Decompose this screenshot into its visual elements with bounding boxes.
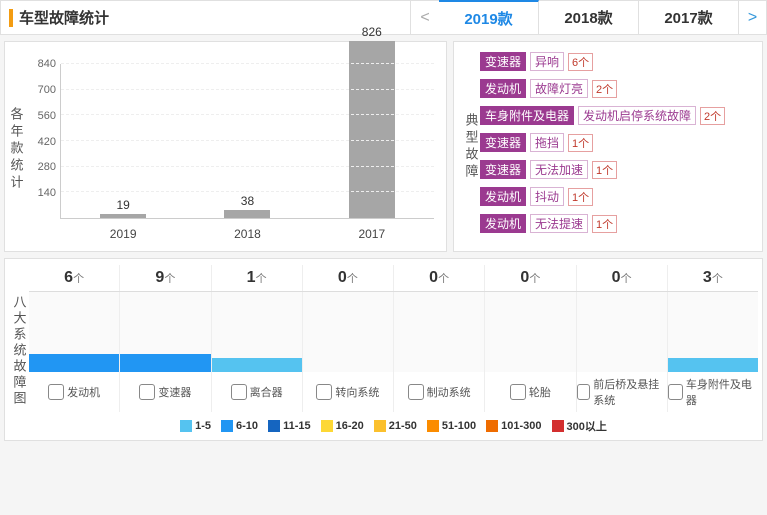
- legend-swatch: [427, 420, 439, 432]
- title-accent: [9, 9, 13, 27]
- system-bar: [303, 292, 394, 372]
- systems-vlabel: 八大系统故障图: [9, 265, 29, 436]
- legend-item: 16-20: [321, 418, 364, 434]
- year-tab[interactable]: 2019款: [439, 0, 539, 35]
- system-bar: [212, 292, 303, 372]
- legend-item: 6-10: [221, 418, 258, 434]
- system-bar: [577, 292, 668, 372]
- system-icon: [231, 384, 247, 400]
- fault-list: 变速器异响6个发动机故障灯亮2个车身附件及电器发动机启停系统故障2个变速器拖挡1…: [480, 52, 754, 241]
- system-label[interactable]: 车身附件及电器: [668, 372, 758, 412]
- system-count: 0个: [303, 265, 394, 291]
- system-bar: [485, 292, 576, 372]
- year-chart-vlabel: 各年款统计: [5, 54, 27, 245]
- systems-main: 6个9个1个0个0个0个0个3个 发动机变速器离合器转向系统制动系统轮胎前后桥及…: [29, 265, 758, 436]
- legend-swatch: [321, 420, 333, 432]
- systems-counts: 6个9个1个0个0个0个0个3个: [29, 265, 758, 292]
- fault-item[interactable]: 车身附件及电器发动机启停系统故障2个: [480, 106, 754, 125]
- system-label[interactable]: 转向系统: [303, 372, 394, 412]
- system-label[interactable]: 轮胎: [485, 372, 576, 412]
- system-label[interactable]: 前后桥及悬挂系统: [577, 372, 668, 412]
- systems-panel: 八大系统故障图 6个9个1个0个0个0个0个3个 发动机变速器离合器转向系统制动…: [4, 258, 763, 441]
- fault-item[interactable]: 发动机故障灯亮2个: [480, 79, 754, 98]
- system-count: 0个: [394, 265, 485, 291]
- year-next-button[interactable]: >: [739, 0, 767, 35]
- system-count: 0个: [577, 265, 668, 291]
- legend-swatch: [268, 420, 280, 432]
- system-label[interactable]: 离合器: [212, 372, 303, 412]
- legend-item: 51-100: [427, 418, 476, 434]
- system-bar: [394, 292, 485, 372]
- system-icon: [668, 384, 683, 400]
- legend-item: 300以上: [552, 418, 607, 434]
- year-tab[interactable]: 2018款: [539, 0, 639, 35]
- system-icon: [408, 384, 424, 400]
- fault-item[interactable]: 发动机无法提速1个: [480, 214, 754, 233]
- legend-item: 101-300: [486, 418, 541, 434]
- system-count: 9个: [120, 265, 211, 291]
- system-bar: [668, 292, 758, 372]
- bar: 38: [217, 194, 277, 218]
- bar: 19: [93, 198, 153, 218]
- fault-vlabel: 典型故障: [462, 52, 480, 241]
- fault-item[interactable]: 变速器拖挡1个: [480, 133, 754, 152]
- system-label[interactable]: 变速器: [120, 372, 211, 412]
- bar: 826: [342, 25, 402, 218]
- legend-swatch: [486, 420, 498, 432]
- system-count: 3个: [668, 265, 758, 291]
- year-tab[interactable]: 2017款: [639, 0, 739, 35]
- year-chart: 1402804205607008401938826201920182017: [27, 54, 440, 245]
- system-label[interactable]: 发动机: [29, 372, 120, 412]
- system-icon: [48, 384, 64, 400]
- system-label[interactable]: 制动系统: [394, 372, 485, 412]
- page-title: 车型故障统计: [19, 7, 109, 28]
- system-count: 6个: [29, 265, 120, 291]
- year-tabs: 2019款2018款2017款: [439, 0, 739, 35]
- system-icon: [316, 384, 332, 400]
- system-bar: [29, 292, 120, 372]
- system-icon: [139, 384, 155, 400]
- legend-swatch: [180, 420, 192, 432]
- legend: 1-5 6-10 11-15 16-20 21-50 51-100 101-300 300以上: [29, 412, 758, 436]
- fault-item[interactable]: 变速器无法加速1个: [480, 160, 754, 179]
- legend-swatch: [552, 420, 564, 432]
- legend-swatch: [221, 420, 233, 432]
- system-count: 1个: [212, 265, 303, 291]
- system-count: 0个: [485, 265, 576, 291]
- system-icon: [577, 384, 591, 400]
- system-bar: [120, 292, 211, 372]
- mid-row: 各年款统计 1402804205607008401938826201920182…: [0, 35, 767, 258]
- fault-item[interactable]: 变速器异响6个: [480, 52, 754, 71]
- system-icon: [510, 384, 526, 400]
- year-chart-panel: 各年款统计 1402804205607008401938826201920182…: [4, 41, 447, 252]
- legend-swatch: [374, 420, 386, 432]
- legend-item: 11-15: [268, 418, 311, 434]
- fault-panel: 典型故障 变速器异响6个发动机故障灯亮2个车身附件及电器发动机启停系统故障2个变…: [453, 41, 763, 252]
- fault-item[interactable]: 发动机抖动1个: [480, 187, 754, 206]
- systems-bars: [29, 292, 758, 372]
- systems-labels: 发动机变速器离合器转向系统制动系统轮胎前后桥及悬挂系统车身附件及电器: [29, 372, 758, 412]
- legend-item: 1-5: [180, 418, 211, 434]
- year-prev-button[interactable]: <: [411, 0, 439, 35]
- legend-item: 21-50: [374, 418, 417, 434]
